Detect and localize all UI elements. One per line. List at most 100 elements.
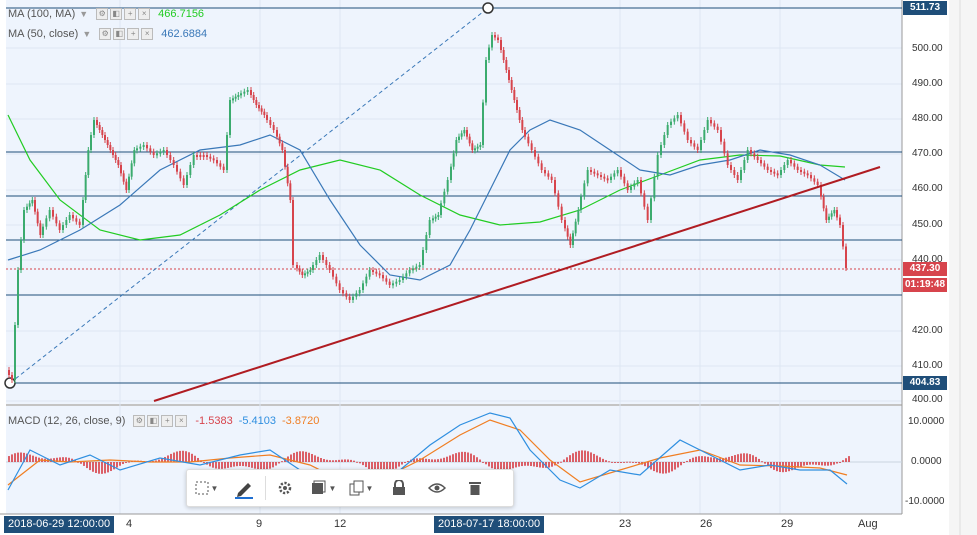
line-color-button[interactable] [225,470,263,506]
candle-body [510,80,513,90]
candle-body [209,156,212,159]
macd-histogram-bar [644,462,646,467]
close-icon[interactable]: × [175,415,188,427]
delete-button[interactable] [456,470,494,506]
close-icon[interactable]: × [138,8,151,20]
candle-body [226,135,228,170]
candle-body [746,150,749,160]
candle-body [466,130,468,137]
candle-body [368,270,371,277]
plus-icon[interactable]: + [124,8,137,20]
chevron-down-icon[interactable]: ▼ [82,29,92,39]
candle-body [572,233,574,245]
layers-icon [311,480,326,494]
ma100-legend[interactable]: MA (100, MA) ▼ ⚙ ◧ + × 466.7156 [8,8,204,20]
macd-histogram-bar [668,462,670,473]
chevron-down-icon[interactable]: ▼ [79,9,89,19]
source-icon[interactable]: ◧ [147,415,160,427]
candle-body [763,163,766,167]
macd-histogram-bar [275,462,277,466]
macd-histogram-bar [371,462,373,471]
source-icon[interactable]: ◧ [113,28,126,40]
macd-histogram-bar [683,462,685,464]
candle-body [272,125,275,130]
candle-body [133,150,136,164]
macd-histogram-bar [476,457,478,462]
macd-histogram-bar [701,456,703,462]
candle-body [169,155,172,160]
candle-body [524,130,526,137]
candle-body [630,186,632,190]
ma100-value: 466.7156 [158,8,205,20]
price-axis[interactable] [903,0,949,514]
candle-body [713,123,716,127]
macd-legend[interactable]: MACD (12, 26, close, 9) ⚙ ◧ + × -1.5383 … [8,415,319,427]
trendline-handle-start[interactable] [4,377,16,389]
macd-histogram-bar [485,462,487,465]
settings-icon[interactable]: ⚙ [99,28,112,40]
macd-histogram-bar [764,462,766,464]
candle-body [42,226,44,235]
macd-histogram-bar [56,457,58,462]
settings-icon[interactable]: ⚙ [133,415,146,427]
candle-body [766,166,769,170]
macd-histogram-bar [29,454,31,462]
macd-histogram-bar [473,455,475,462]
candle-body [252,95,255,100]
close-icon[interactable]: × [141,28,154,40]
candle-body [104,135,106,140]
price-pane[interactable] [6,0,902,404]
macd-histogram-bar [830,462,832,466]
layers-button[interactable]: ▼ [304,470,342,506]
candle-body [255,100,258,105]
macd-histogram-bar [80,462,82,464]
macd-histogram-bar [239,462,241,466]
candle-body [686,131,689,140]
candle-body [23,210,25,240]
macd-histogram-bar [680,462,682,466]
source-icon[interactable]: ◧ [110,8,123,20]
visibility-button[interactable] [418,470,456,506]
select-button[interactable]: ▼ [187,470,225,506]
ma100-label: MA (100, MA) [8,8,76,20]
candle-body [723,141,726,154]
lock-button[interactable] [380,470,418,506]
candle-body [39,223,42,235]
trendline-handle-end[interactable] [482,2,494,14]
macd-histogram-bar [743,453,745,462]
settings-icon[interactable]: ⚙ [96,8,109,20]
candle-body [382,275,384,279]
support-trendline[interactable] [153,166,881,402]
candle-body [8,370,10,375]
plus-icon[interactable]: + [161,415,174,427]
macd-tick: -10.0000 [905,496,945,507]
dashed-trendline[interactable] [9,7,489,384]
macd-histogram-bar [461,451,463,462]
ma50-legend[interactable]: MA (50, close) ▼ ⚙ ◧ + × 462.6884 [8,28,207,40]
candle-body [836,210,838,218]
candle-body [269,120,272,125]
candle-body [770,170,772,172]
candle-body [87,150,90,175]
candle-body [418,265,421,267]
macd-histogram-bar [593,453,595,462]
candle-body [666,125,669,135]
clone-button[interactable]: ▼ [342,470,380,506]
candle-body [152,151,155,155]
candle-body [743,160,746,170]
candle-body [20,240,22,270]
macd-histogram-bar [434,459,436,462]
plus-icon[interactable]: + [127,28,140,40]
macd-histogram-bar [164,456,166,462]
macd-line [7,412,848,496]
macd-histogram-bar [323,459,325,462]
macd-hist-value: -1.5383 [195,415,233,427]
macd-histogram-bar [254,462,256,469]
settings-button[interactable] [266,470,304,506]
macd-histogram-bar [116,462,118,468]
macd-histogram-bar [482,461,484,463]
macd-histogram-bar [734,455,736,462]
price-tick: 440.00 [912,254,943,265]
macd-histogram-bar [269,462,271,469]
